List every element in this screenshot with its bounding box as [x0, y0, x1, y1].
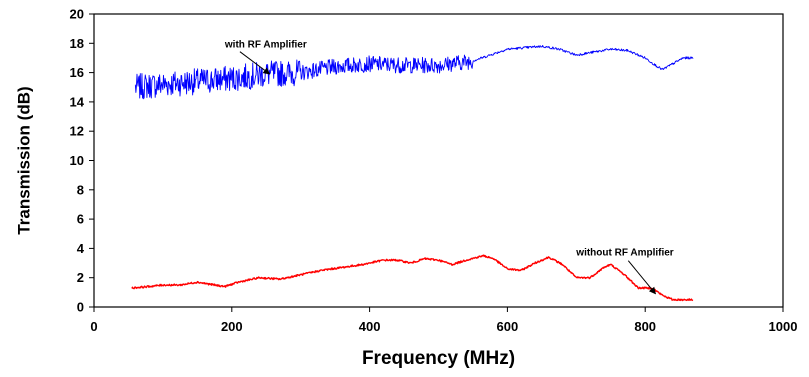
y-tick-label: 0 — [77, 300, 84, 315]
plot-area-frame — [93, 13, 784, 308]
x-tick-label: 800 — [634, 319, 656, 334]
y-axis-title: Transmission (dB) — [14, 86, 33, 234]
x-tick-label: 600 — [497, 319, 519, 334]
x-tick-label: 0 — [90, 319, 97, 334]
y-tick-label: 8 — [77, 182, 84, 197]
y-tick-label: 4 — [77, 241, 85, 256]
x-tick-label: 1000 — [769, 319, 798, 334]
series-line-1 — [134, 45, 694, 100]
y-tick-label: 6 — [77, 212, 84, 227]
x-axis-ticks: 0 200 400 600 800 1000 — [90, 307, 797, 334]
series-layer — [131, 45, 694, 302]
annotation-label: with RF Amplifier — [224, 40, 307, 51]
annotation-arrow — [627, 260, 656, 295]
annotation-arrow — [239, 51, 271, 75]
annotation-layer: with RF Amplifier without RF Amplifier — [224, 40, 674, 295]
y-tick-label: 14 — [70, 94, 85, 109]
y-tick-label: 18 — [70, 36, 84, 51]
series-line-2 — [131, 254, 694, 302]
y-axis-ticks: 0 2 4 6 8 10 12 14 16 18 20 — [70, 7, 94, 315]
y-tick-label: 2 — [77, 270, 84, 285]
y-tick-label: 10 — [70, 153, 84, 168]
y-tick-label: 16 — [70, 65, 84, 80]
y-tick-label: 20 — [70, 7, 84, 22]
x-tick-label: 400 — [359, 319, 381, 334]
x-tick-label: 200 — [221, 319, 243, 334]
annotation-label: without RF Amplifier — [575, 248, 674, 259]
x-axis-title: Frequency (MHz) — [362, 348, 515, 369]
y-tick-label: 12 — [70, 124, 84, 139]
